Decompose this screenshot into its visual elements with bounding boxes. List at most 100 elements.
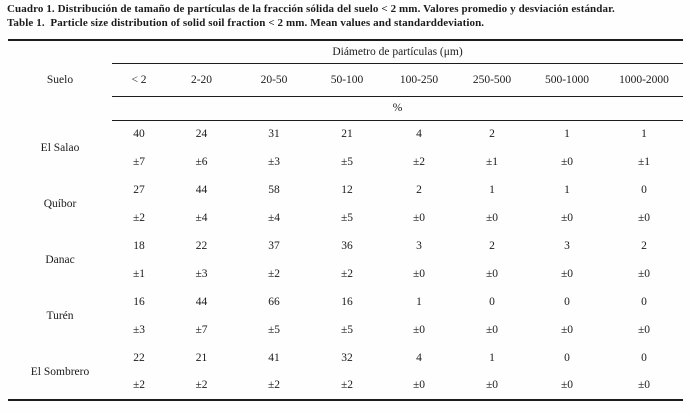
mean-value: 44	[195, 295, 208, 308]
mean-value: 3	[564, 239, 570, 252]
column-header: 100-250	[383, 63, 455, 97]
mean-value: 37	[268, 239, 280, 252]
mean-value: 66	[268, 295, 280, 308]
table-row: ±2 ±2 ±2 ±2 ±0 ±0 ±0 ±0	[8, 371, 683, 400]
column-header: 1000-2000	[605, 63, 684, 97]
sd-value: ±0	[637, 211, 651, 224]
sd-value: ±2	[132, 211, 146, 224]
sd-value: ±0	[560, 323, 574, 336]
sd-value: ±3	[195, 267, 208, 280]
table-row: ±7 ±6 ±3 ±5 ±2 ±1 ±0 ±1	[8, 147, 683, 176]
table-caption: Cuadro 1. Distribución de tamaño de part…	[7, 3, 689, 30]
column-header: 500-1000	[529, 63, 605, 97]
table-row: ±2 ±4 ±4 ±5 ±0 ±0 ±0 ±0	[8, 203, 683, 232]
particle-size-table: Diámetro de partículas (μm) Suelo < 2 2-…	[8, 39, 684, 401]
sd-value: ±0	[560, 379, 574, 391]
soil-name: Quíbor	[43, 198, 77, 210]
sd-value: ±0	[412, 211, 426, 224]
mean-value: 0	[564, 351, 570, 364]
spacer-cell	[8, 40, 112, 63]
mean-value: 1	[564, 127, 570, 140]
mean-value: 44	[195, 183, 208, 196]
sd-value: ±5	[340, 211, 354, 224]
sd-value: ±0	[560, 267, 574, 280]
soil-name: El Salao	[40, 142, 80, 154]
mean-value: 32	[341, 351, 353, 364]
soil-name: Turén	[46, 310, 74, 322]
sd-value: ±0	[412, 379, 426, 391]
mean-value: 0	[489, 295, 495, 308]
table-row: ±1 ±3 ±2 ±2 ±0 ±0 ±0 ±0	[8, 259, 683, 288]
mean-value: 1	[489, 183, 495, 196]
sd-value: ±0	[485, 211, 499, 224]
soil-name: El Sombrero	[30, 365, 90, 378]
sd-value: ±2	[267, 379, 281, 391]
mean-value: 1	[416, 295, 422, 308]
sd-value: ±0	[412, 323, 426, 336]
mean-value: 41	[268, 351, 280, 364]
mean-value: 1	[641, 127, 647, 140]
mean-value: 1	[564, 183, 570, 196]
sd-value: ±2	[132, 379, 146, 391]
table-row: Diámetro de partículas (μm)	[8, 40, 684, 64]
sd-value: ±1	[132, 267, 146, 280]
mean-value: 22	[133, 351, 145, 364]
mean-value: 2	[416, 183, 422, 196]
mean-value: 16	[133, 295, 145, 308]
sd-value: ±4	[267, 211, 281, 224]
table-row: Quíbor 27 44 58 12 2 1 1 0	[8, 176, 683, 211]
mean-value: 16	[341, 295, 353, 308]
mean-value: 22	[195, 239, 208, 252]
sd-value: ±0	[485, 267, 499, 280]
mean-value: 2	[489, 239, 495, 252]
sd-value: ±0	[485, 379, 499, 391]
sd-value: ±1	[637, 155, 651, 168]
sd-value: ±3	[267, 155, 281, 168]
table-row: El Sombrero 22 21 41 32 4 1 0 0	[8, 344, 683, 378]
table-row: Danac 18 22 37 36 3 2 3 2	[8, 232, 683, 267]
column-header: 250-500	[455, 63, 529, 97]
mean-value: 0	[641, 351, 647, 364]
mean-value: 12	[341, 183, 353, 196]
table-row: El Salao 40 24 31 21 4 2 1 1	[8, 120, 683, 154]
table-row: Suelo < 2 2-20 20-50 50-100 100-250 250-…	[8, 63, 684, 97]
mean-value: 27	[133, 183, 145, 196]
sd-value: ±2	[195, 379, 208, 391]
mean-value: 0	[564, 295, 570, 308]
column-header: 2-20	[166, 63, 237, 97]
sd-value: ±0	[637, 267, 651, 280]
sd-value: ±0	[485, 323, 499, 336]
mean-value: 58	[268, 183, 280, 196]
diameter-group-header: Diámetro de partículas (μm)	[112, 40, 684, 64]
mean-value: 2	[641, 239, 647, 252]
mean-value: 4	[416, 127, 422, 140]
column-header: < 2	[112, 63, 166, 97]
sd-value: ±2	[412, 155, 426, 168]
caption-english: Table 1. Particle size distribution of s…	[7, 16, 485, 29]
soil-column-header: Suelo	[46, 73, 74, 86]
sd-value: ±1	[485, 155, 499, 168]
sd-value: ±0	[412, 267, 426, 280]
mean-value: 1	[489, 351, 495, 364]
sd-value: ±5	[340, 323, 354, 336]
table-body: El Salao 40 24 31 21 4 2 1 1 ±7 ±6 ±3 ±5 ±2 ±1 ±0 ±1 Quíb…	[8, 120, 683, 400]
mean-value: 24	[195, 127, 208, 140]
sd-value: ±3	[132, 323, 146, 336]
mean-value: 21	[341, 127, 353, 140]
sd-value: ±0	[560, 211, 574, 224]
mean-value: 2	[489, 127, 495, 140]
table-row: %	[8, 96, 684, 121]
sd-value: ±5	[267, 323, 281, 336]
percent-unit-header: %	[112, 96, 684, 121]
mean-value: 21	[195, 351, 208, 364]
mean-value: 40	[133, 127, 145, 140]
sd-value: ±0	[637, 323, 651, 336]
mean-value: 0	[641, 295, 647, 308]
mean-value: 0	[641, 183, 647, 196]
mean-value: 36	[341, 239, 353, 252]
sd-value: ±2	[267, 267, 281, 280]
sd-value: ±7	[132, 155, 146, 168]
caption-spanish: Cuadro 1. Distribución de tamaño de part…	[7, 3, 615, 15]
sd-value: ±0	[637, 379, 651, 391]
sd-value: ±6	[195, 155, 208, 168]
